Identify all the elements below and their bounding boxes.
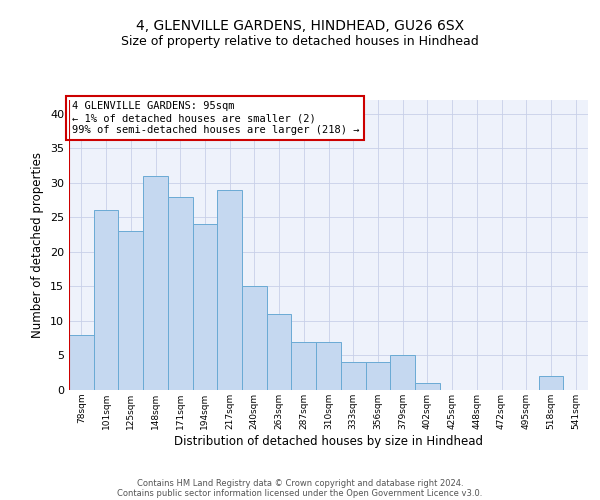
Text: Contains public sector information licensed under the Open Government Licence v3: Contains public sector information licen… xyxy=(118,488,482,498)
Bar xyxy=(168,196,193,390)
Bar xyxy=(316,342,341,390)
Text: Contains HM Land Registry data © Crown copyright and database right 2024.: Contains HM Land Registry data © Crown c… xyxy=(137,478,463,488)
Bar xyxy=(242,286,267,390)
Text: 4, GLENVILLE GARDENS, HINDHEAD, GU26 6SX: 4, GLENVILLE GARDENS, HINDHEAD, GU26 6SX xyxy=(136,18,464,32)
Bar xyxy=(390,356,415,390)
Bar xyxy=(415,383,440,390)
Bar xyxy=(539,376,563,390)
Bar xyxy=(267,314,292,390)
X-axis label: Distribution of detached houses by size in Hindhead: Distribution of detached houses by size … xyxy=(174,434,483,448)
Bar xyxy=(193,224,217,390)
Text: 4 GLENVILLE GARDENS: 95sqm
← 1% of detached houses are smaller (2)
99% of semi-d: 4 GLENVILLE GARDENS: 95sqm ← 1% of detac… xyxy=(71,102,359,134)
Bar xyxy=(69,335,94,390)
Bar xyxy=(365,362,390,390)
Bar xyxy=(143,176,168,390)
Bar xyxy=(292,342,316,390)
Bar xyxy=(94,210,118,390)
Y-axis label: Number of detached properties: Number of detached properties xyxy=(31,152,44,338)
Text: Size of property relative to detached houses in Hindhead: Size of property relative to detached ho… xyxy=(121,34,479,48)
Bar xyxy=(341,362,365,390)
Bar xyxy=(217,190,242,390)
Bar xyxy=(118,231,143,390)
